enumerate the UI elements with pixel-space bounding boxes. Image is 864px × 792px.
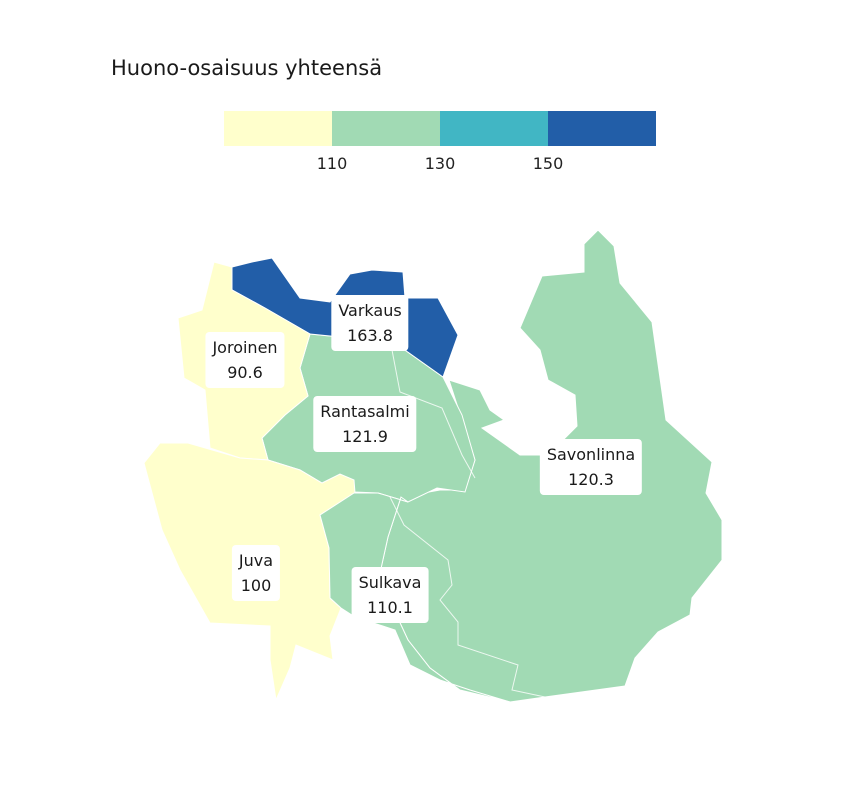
region-name-savonlinna: Savonlinna — [546, 445, 636, 464]
region-name-varkaus: Varkaus — [338, 301, 402, 320]
label-varkaus: Varkaus 163.8 — [331, 295, 409, 351]
label-joroinen: Joroinen 90.6 — [205, 332, 285, 388]
region-name-rantasalmi: Rantasalmi — [320, 402, 410, 421]
region-name-sulkava: Sulkava — [358, 573, 422, 592]
legend-swatch-3 — [440, 111, 548, 146]
region-value-juva: 100 — [240, 576, 272, 595]
label-sulkava: Sulkava 110.1 — [351, 567, 429, 623]
legend-tick-110: 110 — [316, 154, 348, 173]
map-title: Huono-osaisuus yhteensä — [111, 56, 383, 80]
color-legend: 110 130 150 — [224, 111, 656, 173]
legend-swatch-1 — [224, 111, 332, 146]
region-name-juva: Juva — [238, 551, 274, 570]
region-value-varkaus: 163.8 — [347, 326, 393, 345]
legend-tick-130: 130 — [424, 154, 456, 173]
legend-tick-150: 150 — [532, 154, 564, 173]
legend-swatch-2 — [332, 111, 440, 146]
subdivision-line — [389, 349, 546, 698]
legend-color-bar — [224, 111, 656, 146]
region-value-sulkava: 110.1 — [367, 598, 413, 617]
region-value-joroinen: 90.6 — [227, 363, 263, 382]
region-name-joroinen: Joroinen — [212, 338, 278, 357]
label-juva: Juva 100 — [231, 545, 281, 601]
region-value-savonlinna: 120.3 — [568, 470, 614, 489]
label-savonlinna: Savonlinna 120.3 — [539, 439, 643, 495]
label-rantasalmi: Rantasalmi 121.9 — [313, 396, 417, 452]
legend-swatch-4 — [548, 111, 656, 146]
region-value-rantasalmi: 121.9 — [342, 427, 388, 446]
